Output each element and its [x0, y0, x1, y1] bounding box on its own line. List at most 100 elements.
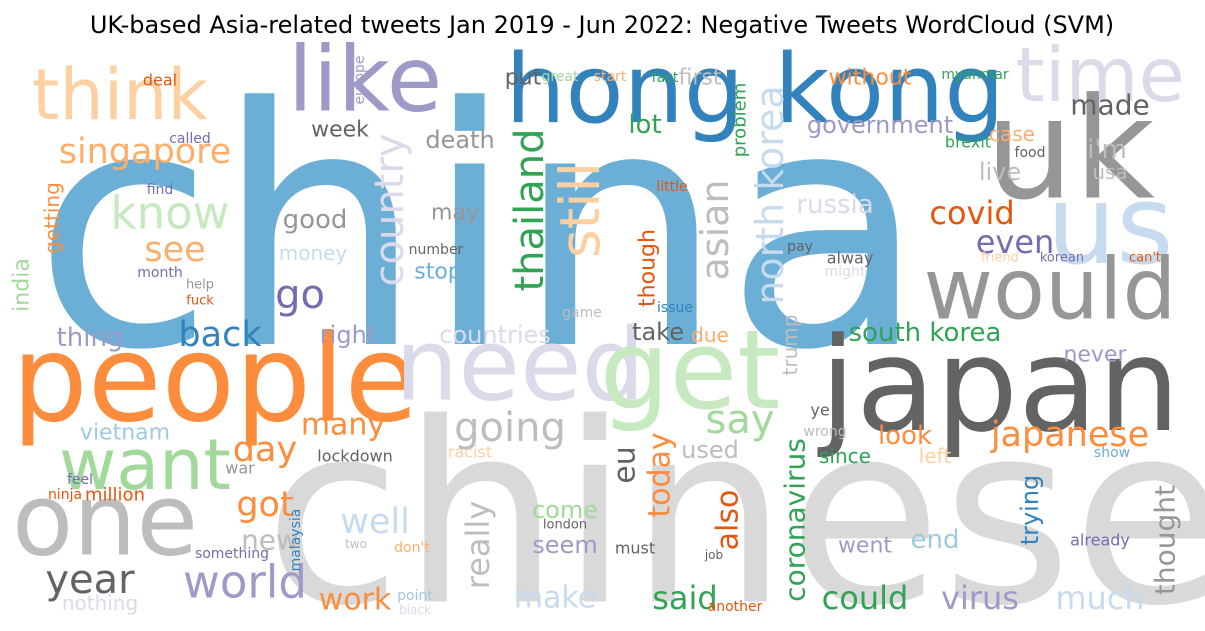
word: us — [1046, 161, 1173, 289]
word: eu — [608, 446, 643, 483]
word: say — [705, 397, 774, 443]
word: japanese — [990, 415, 1149, 455]
word: since — [819, 444, 871, 468]
word: know — [111, 187, 230, 240]
word: still — [548, 162, 612, 258]
word: london — [543, 518, 587, 533]
word: case — [989, 122, 1035, 146]
word: end — [911, 525, 960, 555]
word: start — [594, 69, 627, 85]
word: well — [340, 502, 410, 542]
word: can't — [1129, 251, 1161, 266]
word: another — [708, 599, 763, 615]
word: point — [397, 588, 433, 604]
word: great — [541, 69, 579, 85]
word: also — [711, 490, 746, 551]
word: may — [431, 201, 479, 226]
word: never — [1063, 343, 1127, 368]
word: help — [186, 278, 214, 293]
word: korean — [1040, 251, 1084, 266]
word: day — [233, 430, 297, 470]
word: got — [236, 485, 293, 525]
word: deal — [143, 71, 177, 90]
word: stop — [414, 260, 462, 285]
word: feel — [67, 472, 93, 488]
word: trying — [1016, 475, 1044, 546]
word: black — [399, 603, 431, 617]
word: government — [807, 111, 953, 139]
word: usa — [1092, 160, 1127, 184]
word: think — [32, 54, 209, 136]
word: million — [85, 485, 145, 506]
word: pay — [787, 239, 813, 255]
word: today — [643, 432, 678, 517]
word: fuck — [186, 294, 214, 309]
word: countries — [439, 321, 551, 349]
word: north korea — [748, 85, 792, 304]
word: much — [1055, 579, 1144, 617]
word: used — [681, 436, 739, 464]
word: singapore — [59, 132, 232, 172]
word: went — [838, 534, 892, 559]
word: year — [45, 557, 135, 603]
word: country — [367, 134, 413, 287]
word: time — [1015, 31, 1184, 119]
word: myanmar — [941, 67, 1009, 83]
word: week — [311, 118, 369, 143]
word: war — [225, 459, 255, 478]
word: due — [691, 323, 729, 347]
word: little — [656, 179, 687, 195]
word: one — [12, 462, 198, 579]
word: china — [33, 38, 927, 422]
word: come — [532, 496, 598, 524]
word: find — [147, 182, 174, 198]
word: vietnam — [80, 421, 170, 446]
word: new — [241, 524, 299, 557]
word: seem — [532, 531, 597, 559]
word: put — [505, 66, 542, 91]
word: covid — [929, 194, 1014, 232]
word: asian — [693, 179, 737, 280]
word: problem — [730, 83, 751, 157]
word: getting — [40, 182, 64, 254]
word: many — [301, 408, 385, 443]
word: though — [636, 229, 661, 307]
word: job — [704, 548, 723, 562]
word: world — [183, 556, 307, 609]
word: must — [615, 539, 655, 558]
word: two — [345, 537, 367, 551]
word: malaysia — [288, 509, 304, 572]
word: said — [652, 579, 717, 617]
word: lot — [628, 110, 661, 140]
word: issue — [657, 300, 693, 316]
word: going — [454, 405, 566, 451]
word: like — [288, 28, 442, 133]
word: food — [1015, 145, 1046, 161]
word: make — [514, 581, 596, 616]
word: money — [279, 241, 348, 265]
word: don't — [394, 540, 430, 556]
word: left — [919, 444, 952, 468]
word: india — [10, 258, 35, 312]
word: wrong — [803, 424, 846, 440]
word: month — [137, 265, 182, 281]
word: want — [59, 424, 231, 506]
word: would — [924, 241, 1177, 340]
word: show — [1094, 445, 1130, 461]
word: i'm — [1087, 135, 1127, 165]
word: something — [195, 546, 269, 562]
word: get — [600, 306, 781, 434]
word: see — [144, 230, 205, 270]
word: thought — [1149, 485, 1182, 595]
word: could — [822, 579, 909, 617]
word: thailand — [507, 128, 553, 291]
word: japan — [817, 309, 1180, 461]
word: really — [459, 501, 497, 589]
word: called — [169, 131, 211, 147]
word: brexit — [945, 133, 991, 152]
word: thing — [57, 323, 124, 353]
word: good — [283, 205, 348, 235]
word: live — [979, 158, 1021, 186]
